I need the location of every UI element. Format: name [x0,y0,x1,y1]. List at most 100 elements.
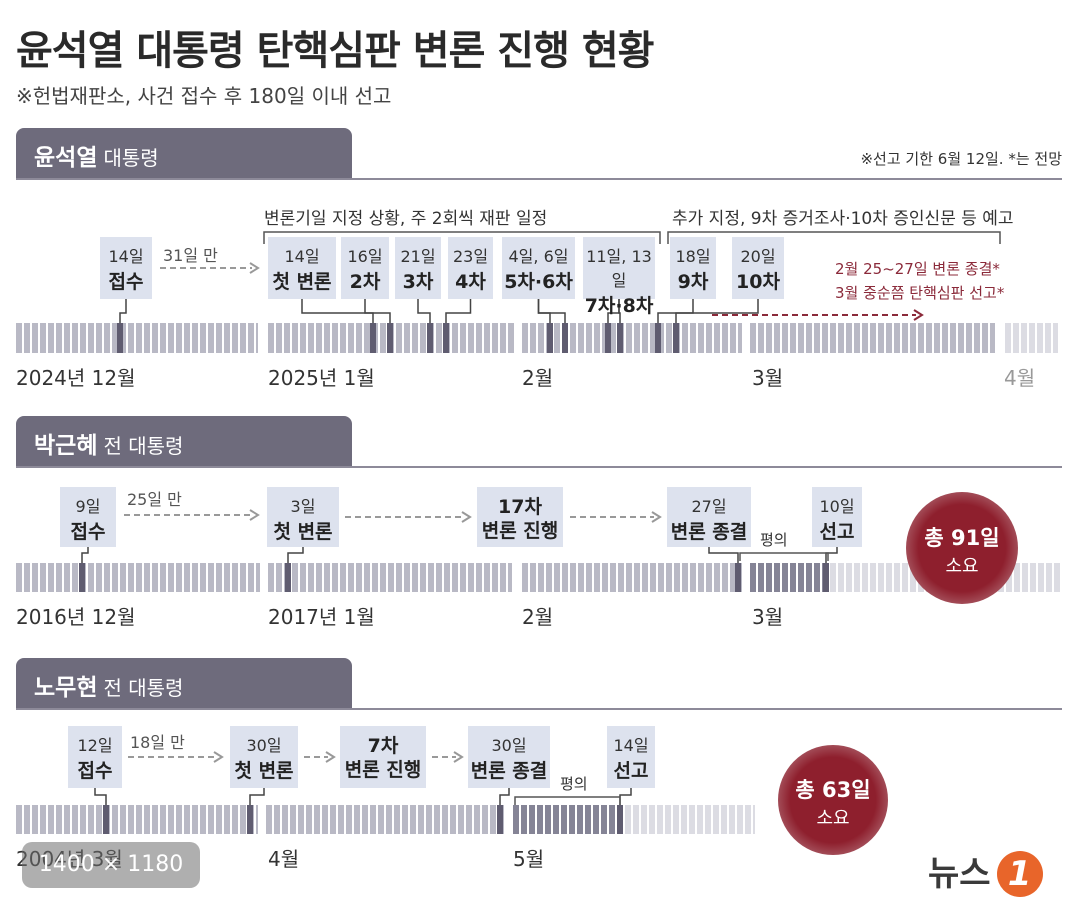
event-connector [825,547,838,563]
event-connector [417,299,431,323]
event-tick [443,323,449,353]
deliberation-label: 평의 [560,775,588,793]
event-label: 첫 변론 [272,271,332,293]
day-strip [750,563,830,592]
logo: 뉴스 1 [928,846,1043,897]
total-circle: 총 91일 소요 [906,492,1018,604]
month-label: 3월 [752,605,784,629]
event-tick [79,563,85,592]
deliberation-label: 평의 [760,531,788,549]
event-tick [547,323,553,353]
title: 윤석열 대통령 탄핵심판 변론 진행 현황 [16,28,654,74]
day-strip [16,805,258,834]
month-label: 2월 [522,605,554,629]
event-connector [287,547,304,563]
total-suffix: 소요 [816,808,850,829]
event-tick [617,323,623,353]
gap-label: 25일 만 [127,490,182,509]
event-tick [285,563,291,592]
event-label: 접수 [108,271,144,293]
event-label: 5차·6차 [504,271,573,293]
event-label: 7차 변론 진행 [344,735,422,781]
bracket-label: 추가 지정, 9차 증거조사·10차 증인신문 등 예고 [672,209,1014,229]
section-tab: 윤석열 대통령 [16,128,352,178]
event-box: 10일 선고 [812,487,862,547]
event-date: 30일 [491,736,527,755]
event-date: 20일 [740,247,776,266]
day-strip [16,323,258,353]
day-strip [268,563,512,592]
event-tick [823,563,829,592]
event-label: 17차 변론 진행 [481,496,559,542]
event-connector [119,299,127,323]
logo-text: 뉴스 [928,854,991,894]
forecast-label: 3월 중순쯤 탄핵심판 선고* [835,284,1005,302]
event-tick [103,805,109,834]
event-box: 14일 첫 변론 [268,237,336,299]
day-strip [625,805,755,834]
event-tick [673,323,679,353]
event-connector [249,788,265,805]
gap-arrow-head [249,509,260,521]
month-label: 2016년 12월 [16,605,136,629]
event-box: 17차 변론 진행 [477,487,563,547]
size-badge: 1400 × 1180 [22,842,200,888]
month-label: 2월 [522,366,554,390]
day-strip [16,563,260,592]
event-connector [499,788,510,805]
gap-arrow-head [213,751,224,763]
day-strip [1005,323,1058,353]
total-amount: 총 91일 [924,526,1000,550]
section-note: ※선고 기한 6월 12일. *는 전망 [860,150,1062,168]
section-role: 전 대통령 [103,676,184,700]
event-connector [94,788,107,805]
event-box: 7차 변론 진행 [340,726,426,788]
progress-arrow-head [651,511,662,523]
event-tick [247,805,253,834]
month-label: 4월 [268,847,300,871]
day-strip [266,805,505,834]
event-tick [735,563,741,592]
event-tick [427,323,433,353]
event-date: 27일 [691,497,727,516]
event-tick [387,323,393,353]
day-strip [522,563,742,592]
progress-arrow-head [453,751,464,763]
event-date: 14일 [613,736,649,755]
month-label: 3월 [752,366,784,390]
deliberation-bracket [739,552,829,561]
event-box: 12일 접수 [68,726,122,788]
event-label: 접수 [77,760,113,782]
event-date: 11일, 13일 [586,247,652,290]
event-label: 9차 [677,271,709,293]
event-label: 변론 종결 [470,760,548,782]
month-label: 2024년 12월 [16,366,136,390]
gap-arrow-head [249,262,260,274]
event-date: 23일 [452,247,489,266]
event-date: 21일 [400,247,436,266]
event-label: 선고 [613,760,649,782]
event-tick [655,323,661,353]
day-strip [513,805,625,834]
event-date: 14일 [108,247,144,266]
day-strip [522,323,742,353]
event-tick [497,805,503,834]
event-connector [708,547,739,563]
section-tab: 노무현 전 대통령 [16,658,352,708]
section-name: 윤석열 대통령 [34,145,159,171]
event-label: 선고 [819,521,855,543]
event-tick [117,323,123,353]
section-role: 전 대통령 [103,434,184,458]
event-tick [617,805,623,834]
total-amount: 총 63일 [795,778,871,802]
gap-label: 18일 만 [130,733,185,752]
event-box: 23일 4차 [448,237,493,299]
forecast-label: 2월 25~27일 변론 종결* [835,260,1000,278]
month-label: 2025년 1월 [268,366,375,390]
month-label: 5월 [513,847,545,871]
event-connector [537,299,551,323]
deliberation-bracket [514,796,621,805]
event-tick [370,323,376,353]
